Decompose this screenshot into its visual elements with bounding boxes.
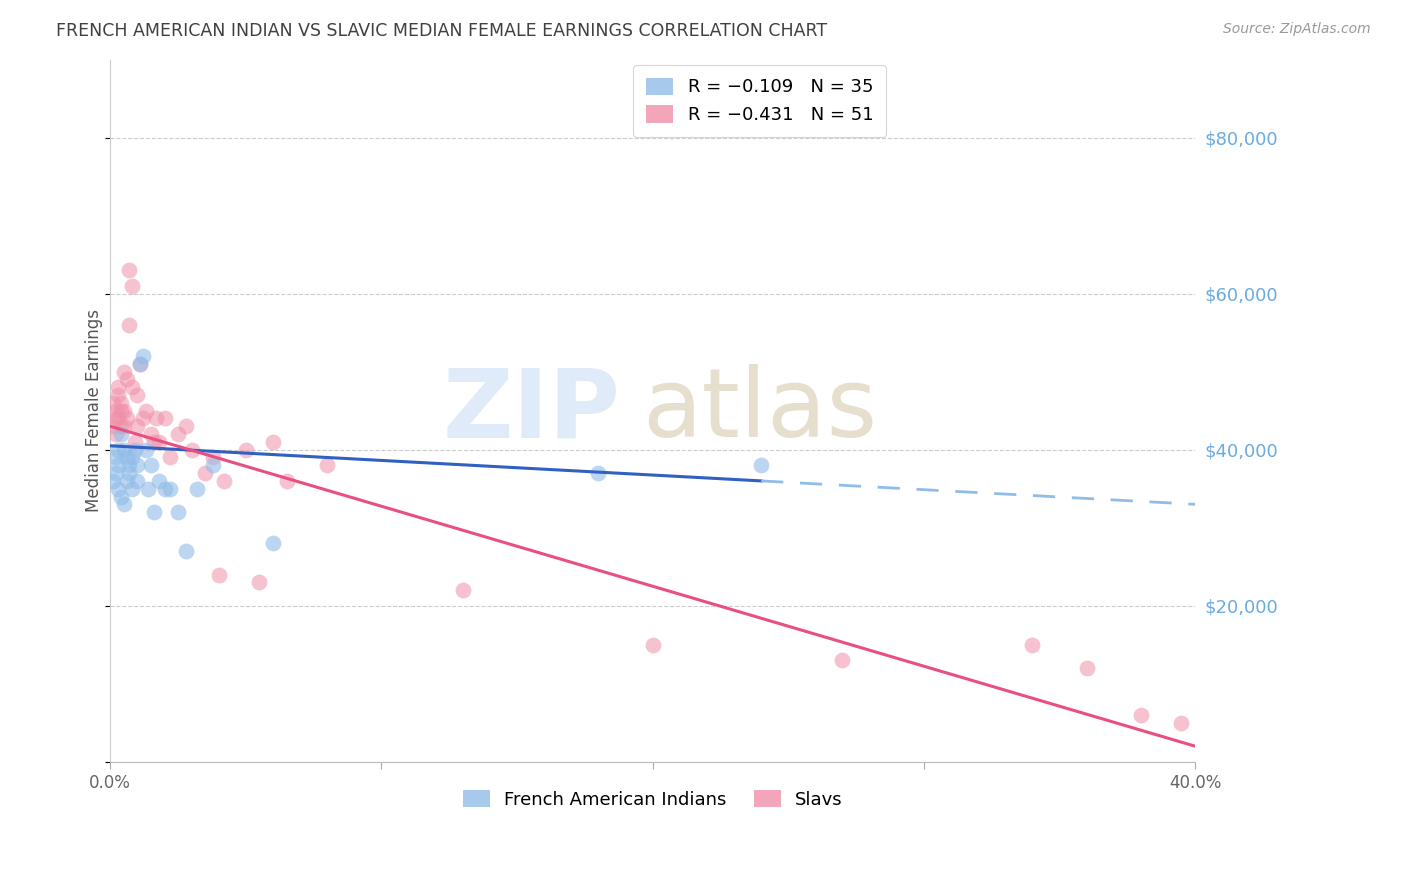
Point (104, 411, 127, 425)
Point (139, 427, 162, 442)
Point (262, 434, 284, 449)
Point (127, 474, 149, 488)
Point (129, 357, 152, 371)
Point (174, 419, 197, 434)
Point (831, 653, 853, 667)
Point (135, 442, 157, 457)
Point (235, 442, 257, 457)
Point (262, 536, 284, 550)
Point (104, 450, 127, 465)
Point (749, 458, 772, 473)
Point (107, 380, 129, 394)
Point (136, 482, 159, 496)
Point (101, 396, 124, 410)
Point (121, 482, 143, 496)
Point (124, 442, 146, 457)
Point (124, 434, 146, 449)
Point (104, 403, 127, 417)
Point (132, 349, 155, 363)
Point (1129, 708, 1152, 723)
Point (112, 403, 135, 417)
Point (110, 419, 132, 434)
Text: FRENCH AMERICAN INDIAN VS SLAVIC MEDIAN FEMALE EARNINGS CORRELATION CHART: FRENCH AMERICAN INDIAN VS SLAVIC MEDIAN … (56, 22, 827, 40)
Point (180, 442, 202, 457)
Point (167, 427, 190, 442)
Point (142, 505, 165, 519)
Point (115, 474, 138, 488)
Point (110, 403, 132, 417)
Point (107, 442, 129, 457)
Point (127, 458, 149, 473)
Point (127, 419, 149, 434)
Text: Source: ZipAtlas.com: Source: ZipAtlas.com (1223, 22, 1371, 37)
Point (167, 505, 190, 519)
Point (1076, 661, 1098, 675)
Point (104, 427, 127, 442)
Point (118, 318, 141, 332)
Point (121, 278, 143, 293)
Y-axis label: Median Female Earnings: Median Female Earnings (86, 310, 103, 512)
Text: ZIP: ZIP (443, 364, 620, 458)
Point (132, 411, 155, 425)
Point (112, 419, 135, 434)
Point (115, 450, 138, 465)
Point (112, 365, 135, 379)
Point (212, 474, 235, 488)
Point (1021, 638, 1043, 652)
Point (115, 411, 138, 425)
Point (118, 458, 141, 473)
Point (107, 458, 129, 473)
Point (118, 263, 141, 277)
Point (174, 544, 197, 558)
Point (249, 575, 271, 590)
Point (153, 411, 176, 425)
Point (107, 482, 129, 496)
Point (316, 458, 339, 473)
Point (112, 442, 135, 457)
Point (186, 482, 208, 496)
Point (135, 403, 157, 417)
Point (276, 474, 298, 488)
Point (148, 434, 170, 449)
Point (115, 372, 138, 386)
Point (110, 427, 132, 442)
Text: atlas: atlas (641, 364, 877, 458)
Point (101, 474, 124, 488)
Point (148, 474, 170, 488)
Point (121, 380, 143, 394)
Point (129, 357, 152, 371)
Point (208, 567, 231, 582)
Point (127, 388, 149, 402)
Point (118, 466, 141, 480)
Point (107, 411, 129, 425)
Point (139, 458, 162, 473)
Point (202, 458, 225, 473)
Point (107, 388, 129, 402)
Point (451, 583, 474, 598)
Point (110, 490, 132, 504)
Point (101, 419, 124, 434)
Point (641, 638, 664, 652)
Point (153, 482, 176, 496)
Point (588, 466, 610, 480)
Point (1170, 715, 1192, 730)
Point (112, 497, 135, 511)
Point (194, 466, 217, 480)
Point (202, 450, 225, 465)
Point (142, 434, 165, 449)
Point (110, 396, 132, 410)
Point (159, 482, 181, 496)
Point (145, 411, 167, 425)
Point (159, 450, 181, 465)
Point (121, 450, 143, 465)
Point (104, 466, 127, 480)
Legend: French American Indians, Slavs: French American Indians, Slavs (456, 782, 851, 816)
